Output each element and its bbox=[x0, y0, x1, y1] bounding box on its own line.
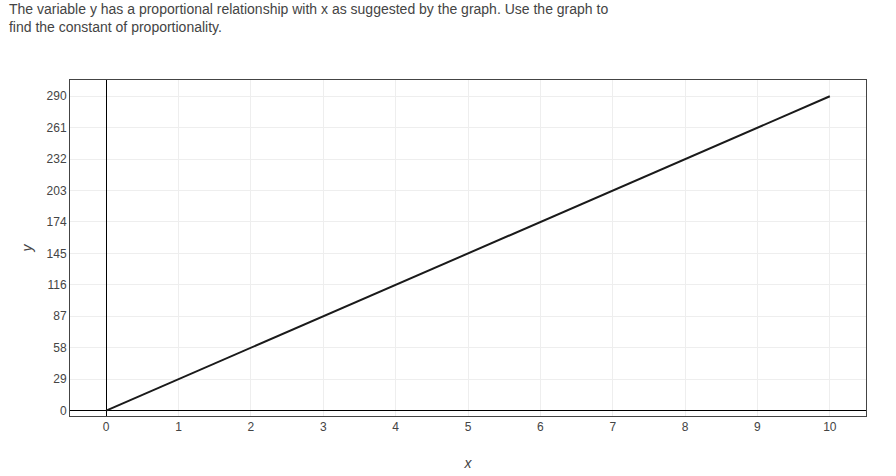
svg-text:4: 4 bbox=[392, 420, 399, 434]
svg-text:1: 1 bbox=[175, 420, 182, 434]
svg-text:10: 10 bbox=[823, 420, 837, 434]
svg-text:3: 3 bbox=[320, 420, 327, 434]
svg-text:145: 145 bbox=[47, 247, 67, 261]
svg-text:The variable y has a proportio: The variable y has a proportional relati… bbox=[9, 1, 608, 35]
svg-text:6: 6 bbox=[537, 420, 544, 434]
svg-text:x: x bbox=[464, 455, 473, 471]
svg-text:290: 290 bbox=[47, 89, 67, 103]
svg-text:0: 0 bbox=[60, 404, 67, 418]
svg-text:5: 5 bbox=[465, 420, 472, 434]
svg-text:29: 29 bbox=[53, 372, 67, 386]
svg-text:8: 8 bbox=[682, 420, 689, 434]
svg-text:87: 87 bbox=[53, 309, 67, 323]
svg-text:2: 2 bbox=[248, 420, 255, 434]
svg-text:232: 232 bbox=[47, 152, 67, 166]
svg-text:7: 7 bbox=[609, 420, 616, 434]
svg-text:174: 174 bbox=[47, 215, 67, 229]
svg-text:203: 203 bbox=[47, 184, 67, 198]
svg-text:261: 261 bbox=[47, 121, 67, 135]
svg-text:116: 116 bbox=[47, 278, 66, 292]
svg-text:y: y bbox=[19, 244, 35, 253]
svg-text:0: 0 bbox=[103, 420, 110, 434]
svg-text:9: 9 bbox=[754, 420, 761, 434]
svg-text:58: 58 bbox=[53, 341, 67, 355]
